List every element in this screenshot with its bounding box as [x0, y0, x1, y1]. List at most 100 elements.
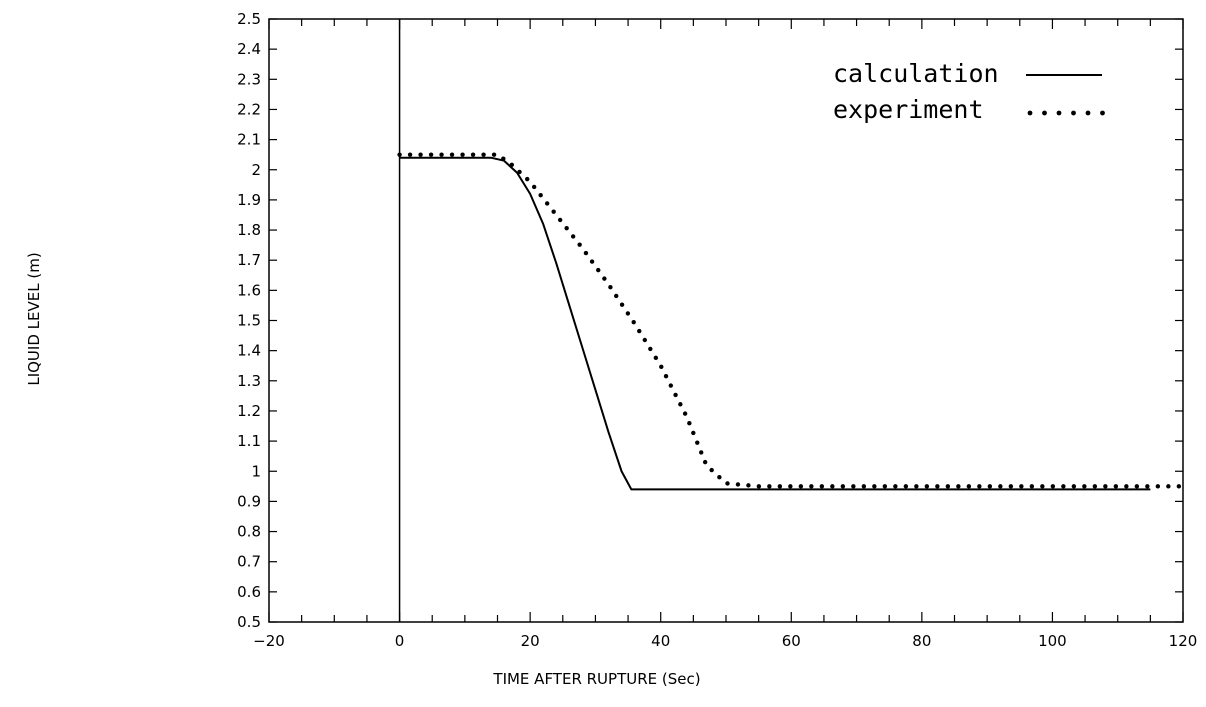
y-tick-label: 2.5: [237, 10, 261, 28]
y-tick-label: 0.7: [237, 553, 261, 571]
data-point-experiment: [861, 484, 867, 489]
data-point-experiment: [1029, 484, 1035, 489]
data-point-experiment: [551, 209, 556, 214]
data-point-experiment: [691, 430, 696, 436]
data-point-experiment: [663, 373, 669, 379]
y-tick-label: 1.9: [237, 191, 261, 209]
data-point-experiment: [439, 152, 444, 157]
data-point-experiment: [1040, 484, 1045, 489]
data-point-experiment: [966, 484, 972, 489]
data-point-experiment: [460, 152, 465, 157]
series-dots-experiment: [397, 152, 1182, 489]
y-tick-label: 2.4: [237, 40, 261, 58]
legend-dot: [1100, 110, 1105, 116]
data-point-experiment: [544, 201, 550, 206]
data-point-experiment: [709, 467, 714, 473]
data-point-experiment: [788, 484, 793, 489]
data-point-experiment: [428, 152, 434, 157]
data-point-experiment: [798, 484, 804, 489]
data-point-experiment: [491, 152, 497, 157]
y-tick-label: 1.5: [237, 312, 261, 330]
data-point-experiment: [1082, 484, 1087, 489]
data-point-experiment: [1092, 484, 1098, 489]
data-point-experiment: [525, 176, 530, 182]
data-point-experiment: [1103, 484, 1108, 489]
data-point-experiment: [449, 152, 455, 157]
data-point-experiment: [397, 152, 402, 157]
data-point-experiment: [653, 355, 659, 361]
y-tick-label: 0.9: [237, 492, 261, 510]
y-tick-label: 2.2: [237, 100, 261, 118]
data-point-experiment: [998, 484, 1003, 489]
data-point-experiment: [935, 484, 940, 489]
data-point-experiment: [1145, 484, 1150, 489]
data-point-experiment: [1113, 484, 1119, 489]
data-point-experiment: [687, 421, 692, 426]
data-point-experiment: [725, 481, 730, 486]
legend: calculation experiment: [833, 59, 1105, 124]
data-point-experiment: [1124, 484, 1129, 489]
data-point-experiment: [924, 484, 930, 489]
legend-label-calculation: calculation: [833, 59, 999, 88]
data-point-experiment: [699, 450, 704, 455]
data-point-experiment: [659, 364, 664, 370]
y-tick-label: 1.7: [237, 251, 261, 269]
data-point-experiment: [614, 293, 619, 299]
data-point-experiment: [602, 276, 607, 281]
legend-dot: [1071, 110, 1076, 116]
data-point-experiment: [583, 250, 589, 256]
data-point-experiment: [673, 392, 678, 398]
legend-dot: [1056, 110, 1062, 116]
data-point-experiment: [564, 225, 569, 231]
data-point-experiment: [470, 152, 476, 157]
legend-dot: [1027, 110, 1033, 116]
data-point-experiment: [914, 484, 919, 489]
data-point-experiment: [625, 311, 631, 316]
data-point-experiment: [501, 156, 506, 161]
x-tick-labels: −20 0 20 40 60 80 100 120: [253, 632, 1197, 650]
y-tick-label: 0.5: [237, 613, 261, 631]
x-tick-label: 40: [651, 632, 670, 650]
y-tick-labels: 0.5 0.6 0.7 0.8 0.9 1 1.1 1.2 1.3 1.4 1.5 1.6 1.7 1.8…: [237, 10, 261, 631]
legend-dot: [1042, 110, 1047, 116]
series-layer: [397, 152, 1182, 491]
data-point-experiment: [987, 484, 993, 489]
data-point-experiment: [407, 152, 413, 157]
y-tick-label: 1.2: [237, 402, 261, 420]
data-point-experiment: [596, 267, 601, 273]
data-point-experiment: [538, 192, 543, 198]
data-point-experiment: [589, 259, 595, 264]
data-point-experiment: [509, 162, 514, 168]
data-point-experiment: [1061, 484, 1066, 489]
data-point-experiment: [977, 484, 982, 489]
y-tick-label: 0.8: [237, 523, 261, 541]
x-tick-label: 80: [912, 632, 931, 650]
y-tick-label: 1.6: [237, 281, 261, 299]
data-point-experiment: [1134, 484, 1140, 489]
data-point-experiment: [819, 484, 825, 489]
data-point-experiment: [903, 484, 909, 489]
data-point-experiment: [746, 483, 751, 488]
data-point-experiment: [631, 319, 636, 325]
data-point-experiment: [777, 484, 783, 489]
data-point-experiment: [608, 285, 613, 290]
y-tick-label: 1.1: [237, 432, 261, 450]
data-point-experiment: [531, 184, 537, 190]
x-tick-label: −20: [253, 632, 285, 650]
y-tick-label: 1: [251, 462, 261, 480]
data-point-experiment: [557, 217, 563, 223]
x-axis-title: TIME AFTER RUPTURE (Sec): [492, 670, 700, 688]
data-point-experiment: [577, 242, 582, 247]
legend-label-experiment: experiment: [833, 95, 984, 124]
y-tick-label: 2.3: [237, 70, 261, 88]
data-point-experiment: [619, 302, 625, 307]
data-point-experiment: [767, 484, 772, 489]
legend-dot: [1085, 110, 1091, 116]
data-point-experiment: [678, 402, 683, 407]
data-point-experiment: [642, 337, 647, 343]
x-tick-label: 100: [1038, 632, 1067, 650]
series-line-calculation: [399, 156, 1151, 491]
y-tick-label: 1.3: [237, 372, 261, 390]
data-point-experiment: [668, 383, 674, 388]
